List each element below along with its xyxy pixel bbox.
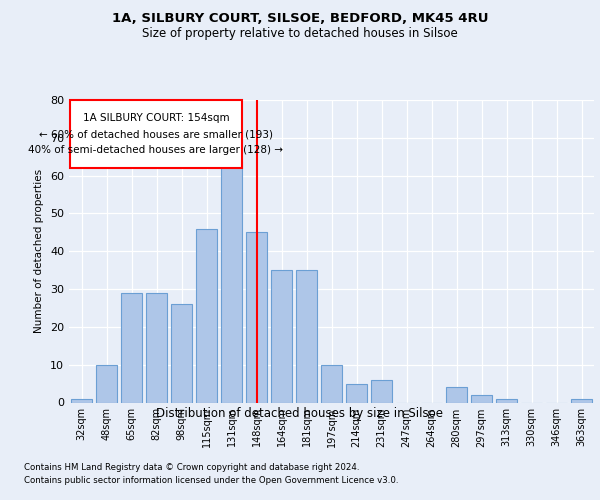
Bar [321, 364, 342, 403]
Bar [196, 228, 217, 402]
Bar [171, 304, 192, 402]
Bar [571, 398, 592, 402]
Text: Contains HM Land Registry data © Crown copyright and database right 2024.: Contains HM Land Registry data © Crown c… [24, 462, 359, 471]
Bar [346, 384, 367, 402]
Y-axis label: Number of detached properties: Number of detached properties [34, 169, 44, 334]
Bar [146, 293, 167, 403]
Bar [221, 160, 242, 402]
Bar [271, 270, 292, 402]
Text: Size of property relative to detached houses in Silsoe: Size of property relative to detached ho… [142, 28, 458, 40]
Bar [71, 398, 92, 402]
Text: 1A SILBURY COURT: 154sqm
← 60% of detached houses are smaller (193)
40% of semi-: 1A SILBURY COURT: 154sqm ← 60% of detach… [28, 114, 283, 154]
Bar [496, 398, 517, 402]
Text: 1A, SILBURY COURT, SILSOE, BEDFORD, MK45 4RU: 1A, SILBURY COURT, SILSOE, BEDFORD, MK45… [112, 12, 488, 26]
Bar [96, 364, 117, 403]
Bar [471, 395, 492, 402]
Bar [70, 100, 241, 168]
Bar [296, 270, 317, 402]
Text: Contains public sector information licensed under the Open Government Licence v3: Contains public sector information licen… [24, 476, 398, 485]
Bar [446, 388, 467, 402]
Text: Distribution of detached houses by size in Silsoe: Distribution of detached houses by size … [157, 408, 443, 420]
Bar [121, 293, 142, 403]
Bar [246, 232, 267, 402]
Bar [371, 380, 392, 402]
